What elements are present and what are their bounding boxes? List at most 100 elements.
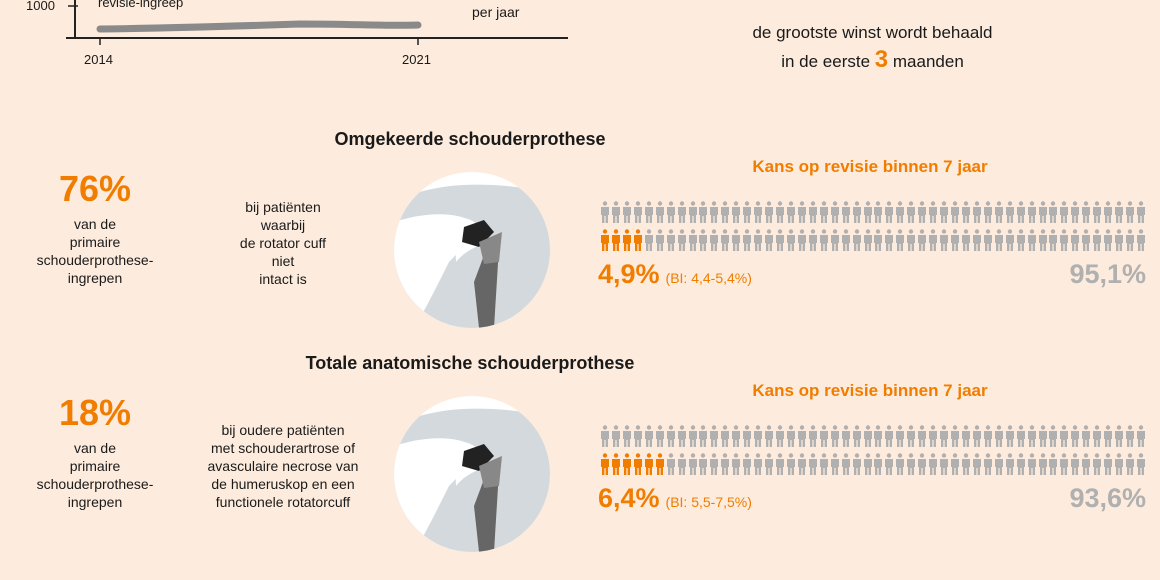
- person-icon: [655, 425, 665, 447]
- person-icon: [928, 425, 938, 447]
- person-icon-revision: [622, 453, 632, 475]
- person-icon: [1125, 425, 1135, 447]
- person-icon: [1114, 229, 1124, 251]
- person-icon: [939, 425, 949, 447]
- person-icon: [731, 201, 741, 223]
- y-tick-label: 1000: [26, 0, 55, 13]
- person-icon: [961, 229, 971, 251]
- person-icon: [983, 229, 993, 251]
- person-icon: [1081, 201, 1091, 223]
- person-icon: [786, 229, 796, 251]
- person-icon: [1038, 425, 1048, 447]
- person-icon: [644, 201, 654, 223]
- person-icon: [1059, 229, 1069, 251]
- person-icon: [775, 453, 785, 475]
- person-icon: [688, 201, 698, 223]
- person-icon: [1103, 201, 1113, 223]
- person-icon: [1027, 201, 1037, 223]
- share-description: van de primaire schouderprothese-ingrepen: [36, 440, 154, 510]
- person-icon: [994, 229, 1004, 251]
- person-icon: [611, 425, 621, 447]
- person-icon-revision: [633, 229, 643, 251]
- person-icon: [677, 201, 687, 223]
- series-label: revisie-ingreep: [98, 0, 184, 10]
- person-icon: [863, 201, 873, 223]
- person-icon: [950, 425, 960, 447]
- person-icon: [1070, 201, 1080, 223]
- section-title: Omgekeerde schouderprothese: [334, 129, 606, 149]
- person-icon: [917, 229, 927, 251]
- person-icon: [1027, 229, 1037, 251]
- person-icon: [1005, 453, 1015, 475]
- recovery-note-line2: in de eerste 3 maanden: [781, 46, 964, 73]
- person-icon: [972, 229, 982, 251]
- person-icon: [720, 201, 730, 223]
- person-icon: [753, 453, 763, 475]
- pictogram-row: [600, 201, 1146, 223]
- person-icon: [1048, 229, 1058, 251]
- person-icon: [1081, 229, 1091, 251]
- person-icon: [819, 201, 829, 223]
- person-icon: [1114, 453, 1124, 475]
- person-icon: [950, 453, 960, 475]
- person-icon: [709, 201, 719, 223]
- person-icon: [666, 201, 676, 223]
- person-icon: [1125, 229, 1135, 251]
- person-icon: [983, 453, 993, 475]
- person-icon: [709, 425, 719, 447]
- pictogram-row: [600, 229, 1146, 251]
- person-icon: [1114, 201, 1124, 223]
- person-icon: [906, 201, 916, 223]
- person-icon: [698, 229, 708, 251]
- person-icon: [720, 425, 730, 447]
- revision-percentage: 6,4% (BI: 5,5-7,5%): [598, 483, 752, 513]
- person-icon: [852, 229, 862, 251]
- person-icon: [983, 425, 993, 447]
- section-title: Totale anatomische schouderprothese: [305, 353, 635, 373]
- person-icon: [841, 201, 851, 223]
- person-icon: [1136, 201, 1146, 223]
- person-icon: [600, 425, 610, 447]
- person-icon: [742, 201, 752, 223]
- person-icon: [895, 425, 905, 447]
- person-icon: [884, 425, 894, 447]
- person-icon: [1103, 453, 1113, 475]
- person-icon: [753, 425, 763, 447]
- person-icon: [644, 425, 654, 447]
- person-icon: [884, 201, 894, 223]
- person-icon: [873, 201, 883, 223]
- person-icon: [1005, 229, 1015, 251]
- person-icon-revision: [633, 453, 643, 475]
- person-icon: [1059, 425, 1069, 447]
- person-icon-revision: [611, 453, 621, 475]
- person-icon: [742, 425, 752, 447]
- person-icon: [1125, 453, 1135, 475]
- person-icon: [1070, 453, 1080, 475]
- person-icon: [764, 201, 774, 223]
- person-icon: [906, 425, 916, 447]
- person-icon: [742, 229, 752, 251]
- person-icon: [994, 201, 1004, 223]
- person-icon: [666, 453, 676, 475]
- person-icon: [666, 229, 676, 251]
- person-icon: [1092, 425, 1102, 447]
- person-icon: [852, 201, 862, 223]
- x-tick-label: 2014: [84, 52, 113, 67]
- person-icon: [1048, 453, 1058, 475]
- person-icon: [895, 229, 905, 251]
- person-icon: [677, 425, 687, 447]
- person-icon: [950, 201, 960, 223]
- person-icon: [917, 453, 927, 475]
- person-icon: [764, 425, 774, 447]
- months-number: 3: [874, 46, 889, 73]
- person-icon: [1136, 229, 1146, 251]
- person-icon: [1016, 425, 1026, 447]
- person-icon: [928, 201, 938, 223]
- person-icon: [994, 453, 1004, 475]
- person-icon-revision: [600, 453, 610, 475]
- person-icon: [775, 201, 785, 223]
- person-icon: [753, 229, 763, 251]
- person-icon: [819, 453, 829, 475]
- person-icon: [622, 425, 632, 447]
- shoulder-illustration: [394, 396, 550, 552]
